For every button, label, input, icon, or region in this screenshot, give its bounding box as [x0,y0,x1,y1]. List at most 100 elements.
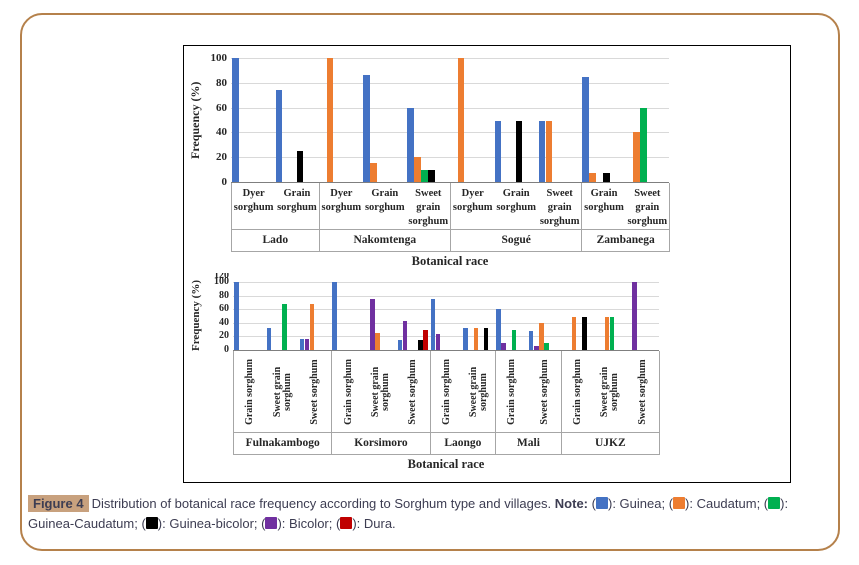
category-label-row: Dyer sorghum Grain sorghum Sweet grain sor… [450,183,582,230]
village-group [319,58,450,182]
category-label: Dyer sorghum [321,188,362,213]
village-label: Fulnakambogo [245,437,320,449]
village-group-cell: Grain sorghum Sweet grain sorghum Sweet so… [332,351,431,454]
bar-guinea-bicolor [296,151,304,182]
bar-guinea-caudatum [640,107,647,182]
gridline [233,295,659,297]
category-label-row: Grain sorghum Sweet grain sorghum [582,183,669,230]
village-group [450,58,581,182]
bar-guinea [538,121,546,182]
axis-label-area: Dyer sorghum Grain sorghum Lado Dyer sorghu… [231,183,670,252]
category-label: Sweet sorghum [538,358,550,425]
bar-cluster [406,58,450,182]
bar-cluster [331,282,364,350]
bar-caudatum [571,317,577,350]
village-label: Sogué [501,234,531,246]
bar-guinea [234,282,239,350]
category-label: Sweet grain sorghum [599,366,621,417]
village-group-cell: Grain sorghum Sweet sorghum Mali [496,351,562,454]
bar-caudatum [326,58,334,182]
bar-guinea-caudatum [282,304,287,350]
gridline [233,309,659,311]
bar-guinea [266,327,272,350]
category-label: Grain sorghum [571,358,583,425]
bar-guinea-bicolor [603,173,610,182]
bar-cluster [364,282,397,350]
category-label: Grain sorghum [440,358,452,425]
bar-bicolor [370,299,375,350]
bar-guinea [275,90,283,182]
category-label: Sweet grain sorghum [539,188,580,227]
bar-caudatum [545,121,553,182]
village-group [331,282,429,350]
category-label: Grain sorghum [244,358,256,425]
category-label: Sweet grain sorghum [408,188,449,227]
bar-guinea-bicolor [418,340,423,350]
village-label: UJKZ [594,437,626,449]
bar-cluster [462,282,495,350]
legend-swatch-bicolor [265,516,278,529]
bar-guinea [496,309,501,350]
plot-area [233,282,659,351]
bar-guinea [363,75,370,182]
bar-guinea-bicolor [582,317,587,350]
category-label-row: Grain sorghum Sweet grain sorghum Sweet so… [234,351,332,433]
bar-caudatum [633,132,640,182]
figure-label: Figure 4 [28,495,89,512]
village-group [495,282,561,350]
bar-cluster [528,282,561,350]
bar-groups [231,58,669,182]
category-label-row: Grain sorghum Sweet grain sorghum [430,351,496,433]
figure-frame-border [20,13,840,551]
village-group-cell: Dyer sorghum Grain sorghum Lado [232,183,320,251]
gridline [233,322,659,324]
bar-guinea-bicolor [515,121,523,182]
bar-cluster [626,282,659,350]
gridline [231,82,669,84]
village-label: Lado [262,234,289,246]
village-group-cell: Grain sorghum Sweet grain sorghum Laongo [430,351,497,454]
bar-cluster [231,58,275,182]
x-axis-title: Botanical race [407,457,485,471]
gridline [231,132,669,134]
chart-bottom-villages: Frequency (%)020406080100120Grain sorghu… [184,46,790,482]
legend-swatch-caudatum [673,497,686,509]
bar-guinea-bicolor [483,327,489,350]
y-tick-label: 60 [219,303,229,315]
village-group-cell: Dyer sorghum Grain sorghum Sweet grain sor… [319,183,451,251]
figure-box: Frequency (%) 0 20 40 60 80 100 Dyer sorghum Gra… [183,45,791,483]
bar-guinea-caudatum [609,317,615,350]
category-label-row: Dyer sorghum Grain sorghum [232,183,319,230]
bar-guinea [299,339,305,350]
bar-cluster [561,282,594,350]
village-group-cell: Grain sorghum Sweet grain sorghum Sweet so… [234,351,333,454]
category-label: Dyer sorghum [452,188,493,213]
bar-guinea-bicolor [428,169,435,182]
bar-cluster [362,58,406,182]
category-label: Sweet grain sorghum [627,188,668,227]
category-label: Sweet grain sorghum [271,366,293,417]
bar-bicolor [435,333,441,350]
y-tick-label: 0 [221,176,228,188]
bar-cluster [299,282,332,350]
bar-cluster [538,58,582,182]
y-tick-label: 100 [210,52,228,64]
category-label: Grain sorghum [496,188,537,213]
y-tick-label: 40 [219,316,229,328]
village-group-cell: Grain sorghum Sweet grain sorghum Sweet so… [561,351,660,454]
legend-swatch-guinea [595,497,608,509]
category-label-row: Grain sorghum Sweet grain sorghum Sweet so… [561,351,659,433]
bar-guinea [232,58,239,182]
bar-guinea-caudatum [544,342,549,350]
bar-caudatum [604,317,610,350]
category-label: Sweet sorghum [407,358,419,425]
bar-cluster [275,58,319,182]
bar-guinea-caudatum [421,169,428,182]
legend-swatch-guinea-bicolor [145,516,158,529]
category-label-row: Grain sorghum Sweet grain sorghum Sweet so… [332,351,430,433]
bar-caudatum [375,333,380,350]
village-group [231,58,319,182]
village-label: Laongo [444,437,482,449]
bar-cluster [430,282,463,350]
bar-cluster [593,282,626,350]
